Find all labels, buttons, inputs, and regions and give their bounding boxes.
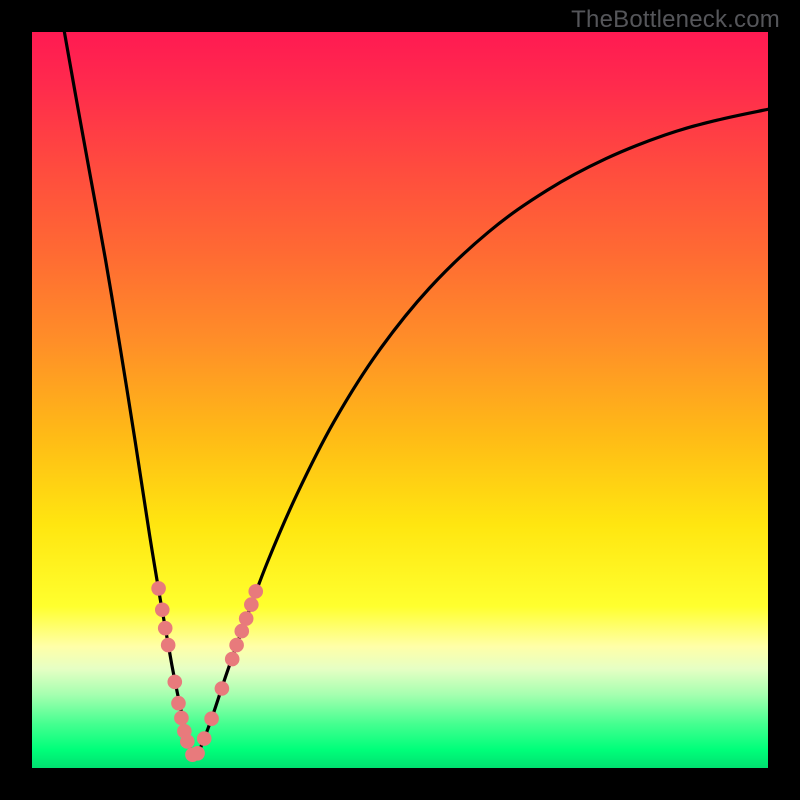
data-marker <box>229 638 244 653</box>
data-marker <box>155 602 170 617</box>
data-marker <box>167 675 182 690</box>
data-marker <box>239 611 254 626</box>
gradient-background <box>32 32 768 768</box>
data-marker <box>225 652 240 667</box>
chart-svg <box>32 32 768 768</box>
data-marker <box>151 581 166 596</box>
data-marker <box>197 731 212 746</box>
data-marker <box>234 624 249 639</box>
data-marker <box>190 746 205 761</box>
data-marker <box>180 734 195 749</box>
data-marker <box>174 711 189 726</box>
data-marker <box>158 621 173 636</box>
data-marker <box>244 597 259 612</box>
watermark-text: TheBottleneck.com <box>571 6 780 34</box>
chart-area <box>32 32 768 768</box>
data-marker <box>171 696 186 711</box>
data-marker <box>215 681 230 696</box>
data-marker <box>248 584 263 599</box>
data-marker <box>204 711 219 726</box>
data-marker <box>161 638 176 653</box>
